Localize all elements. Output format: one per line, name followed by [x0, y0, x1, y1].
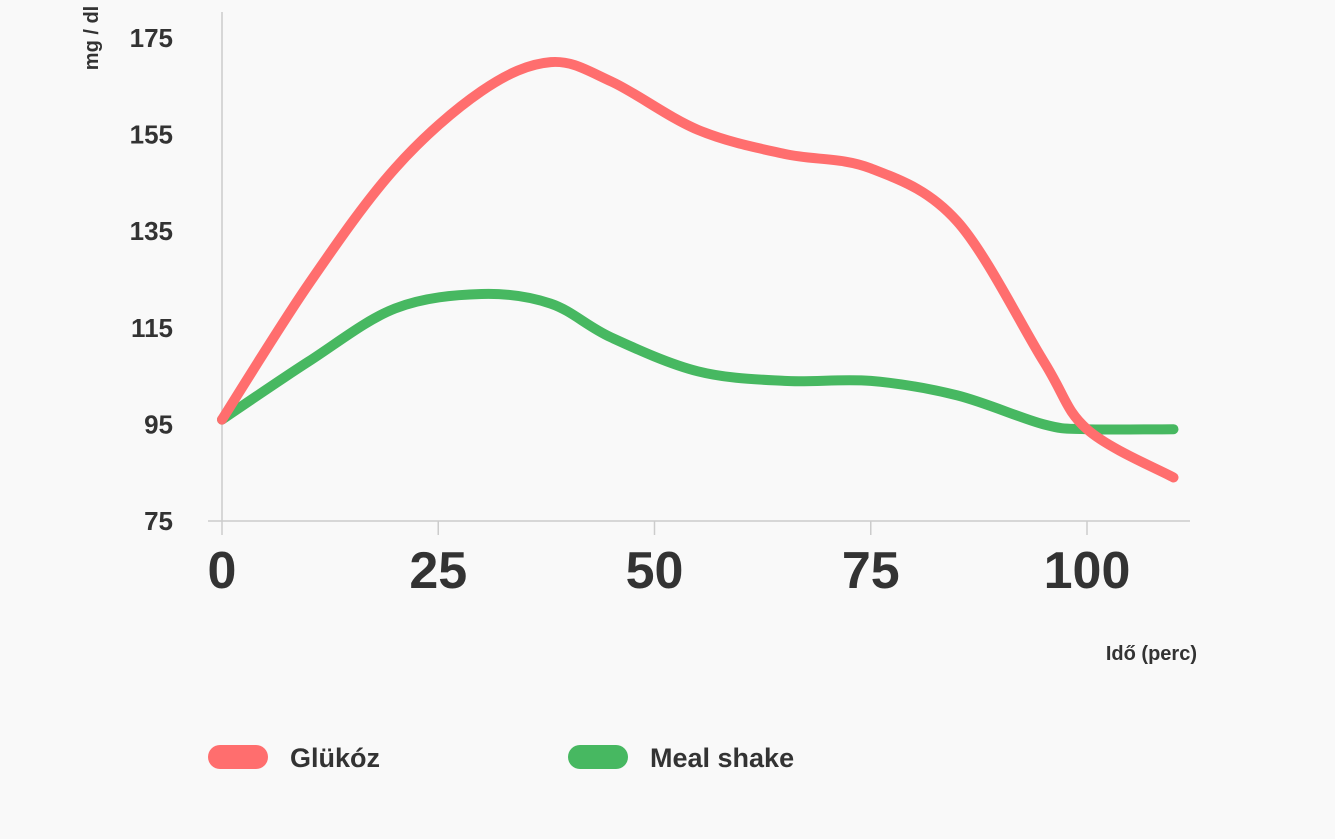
x-tick-label: 50: [626, 542, 684, 600]
legend-swatch: [208, 745, 268, 769]
y-axis-label-group: mg / dl: [81, 6, 103, 70]
series-line-meal-shake: [217, 288, 1179, 435]
legend: Glükóz Meal shake: [208, 743, 794, 773]
x-tick-labels: 0 25 50 75 100: [208, 542, 1131, 600]
series-lines: [217, 56, 1179, 483]
y-tick-label: 155: [130, 120, 173, 150]
y-tick-label: 95: [144, 409, 173, 439]
x-axis-label: Idő (perc): [1106, 643, 1197, 665]
series-line-glukoz: [217, 56, 1179, 483]
x-tick-marks: [221, 521, 1088, 535]
legend-swatch: [568, 745, 628, 769]
y-axis-label: mg / dl: [81, 6, 103, 70]
y-tick-label: 75: [144, 506, 173, 536]
x-tick-label: 75: [842, 542, 900, 600]
x-tick-label: 25: [409, 542, 467, 600]
y-tick-labels: 75 95 115 135 155 175: [130, 23, 173, 536]
y-tick-label: 115: [131, 313, 173, 343]
y-tick-label: 175: [130, 23, 173, 53]
x-tick-label: 100: [1044, 542, 1131, 600]
legend-label: Meal shake: [650, 743, 794, 773]
legend-label: Glükóz: [290, 743, 380, 773]
y-tick-label: 135: [130, 216, 173, 246]
x-tick-label: 0: [208, 542, 237, 600]
